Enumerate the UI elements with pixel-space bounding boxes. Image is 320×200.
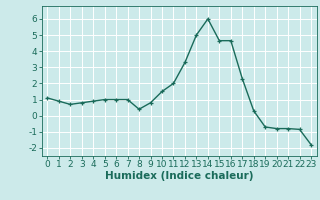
- X-axis label: Humidex (Indice chaleur): Humidex (Indice chaleur): [105, 171, 253, 181]
